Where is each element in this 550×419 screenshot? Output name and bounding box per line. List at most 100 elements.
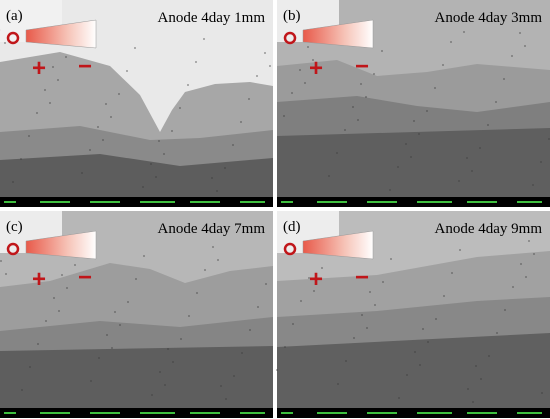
speck (53, 297, 55, 299)
speck (20, 158, 22, 160)
speck (89, 149, 91, 151)
speck (374, 304, 376, 306)
speck (463, 31, 465, 33)
layer (0, 346, 273, 408)
speck (284, 346, 286, 348)
speck (220, 385, 222, 387)
electrode-ring (283, 242, 297, 256)
speck (216, 190, 218, 192)
speck (105, 103, 107, 105)
speck (410, 156, 412, 158)
speck (511, 55, 513, 57)
speck (167, 348, 169, 350)
speck (352, 106, 354, 108)
panel-title: Anode 4day 9mm (435, 221, 543, 237)
speck (427, 341, 429, 343)
info-text (281, 201, 293, 203)
speck (134, 47, 136, 49)
speck (345, 360, 347, 362)
info-text (517, 412, 542, 414)
speck (171, 130, 173, 132)
speck (49, 102, 51, 104)
speck (344, 129, 346, 131)
speck (459, 249, 461, 251)
speck (488, 355, 490, 357)
speck (276, 369, 278, 371)
speck (203, 38, 205, 40)
speck (398, 397, 400, 399)
speck (373, 73, 375, 75)
info-text (190, 201, 220, 203)
speck (66, 287, 68, 289)
speck (405, 143, 407, 145)
speck (442, 64, 444, 66)
speck (548, 138, 550, 140)
speck (150, 163, 152, 165)
speck (155, 176, 157, 178)
speck (212, 246, 214, 248)
minus-sign: − (355, 53, 369, 80)
speck (172, 361, 174, 363)
speck (540, 161, 542, 163)
speck (357, 119, 359, 121)
plus-sign: + (32, 55, 46, 82)
micrograph-panel: (b) Anode 4day 3mm + − (277, 0, 550, 207)
speck (503, 78, 505, 80)
speck (419, 364, 421, 366)
speck (397, 166, 399, 168)
speck (313, 290, 315, 292)
speck (211, 177, 213, 179)
speck (195, 61, 197, 63)
plus-sign: + (32, 266, 46, 293)
electrode-ring (283, 31, 297, 45)
minus-sign: − (355, 264, 369, 291)
speck (406, 374, 408, 376)
info-text (190, 412, 220, 414)
speck (451, 272, 453, 274)
speck (90, 380, 92, 382)
speck (159, 371, 161, 373)
panel-title: Anode 4day 1mm (158, 10, 266, 26)
electrode-ring (6, 31, 20, 45)
speck (532, 184, 534, 186)
speck (495, 101, 497, 103)
micrograph-panel: (d) Anode 4day 9mm + − (276, 211, 550, 418)
speck (312, 59, 314, 61)
info-text (240, 412, 265, 414)
speck (308, 277, 310, 279)
info-text (90, 412, 120, 414)
info-text (467, 412, 497, 414)
speck (443, 295, 445, 297)
info-text (517, 201, 542, 203)
speck (265, 283, 267, 285)
speck (61, 274, 63, 276)
speck (188, 315, 190, 317)
speck (361, 314, 363, 316)
speck (337, 383, 339, 385)
speck (353, 337, 355, 339)
speck (204, 269, 206, 271)
speck (44, 89, 46, 91)
speck (97, 126, 99, 128)
speck (4, 42, 6, 44)
info-text (140, 201, 175, 203)
gradient-wedge (302, 230, 374, 260)
speck (283, 115, 285, 117)
speck (524, 45, 526, 47)
minus-sign: − (78, 264, 92, 291)
speck (504, 309, 506, 311)
speck (365, 96, 367, 98)
speck (520, 263, 522, 265)
speck (143, 255, 145, 257)
speck (240, 121, 242, 123)
info-text (240, 201, 265, 203)
minus-sign: − (78, 53, 92, 80)
speck (321, 267, 323, 269)
layer (277, 128, 550, 197)
speck (232, 144, 234, 146)
speck (225, 398, 227, 400)
speck (151, 394, 153, 396)
speck (127, 301, 129, 303)
panel-title: Anode 4day 7mm (158, 221, 266, 237)
